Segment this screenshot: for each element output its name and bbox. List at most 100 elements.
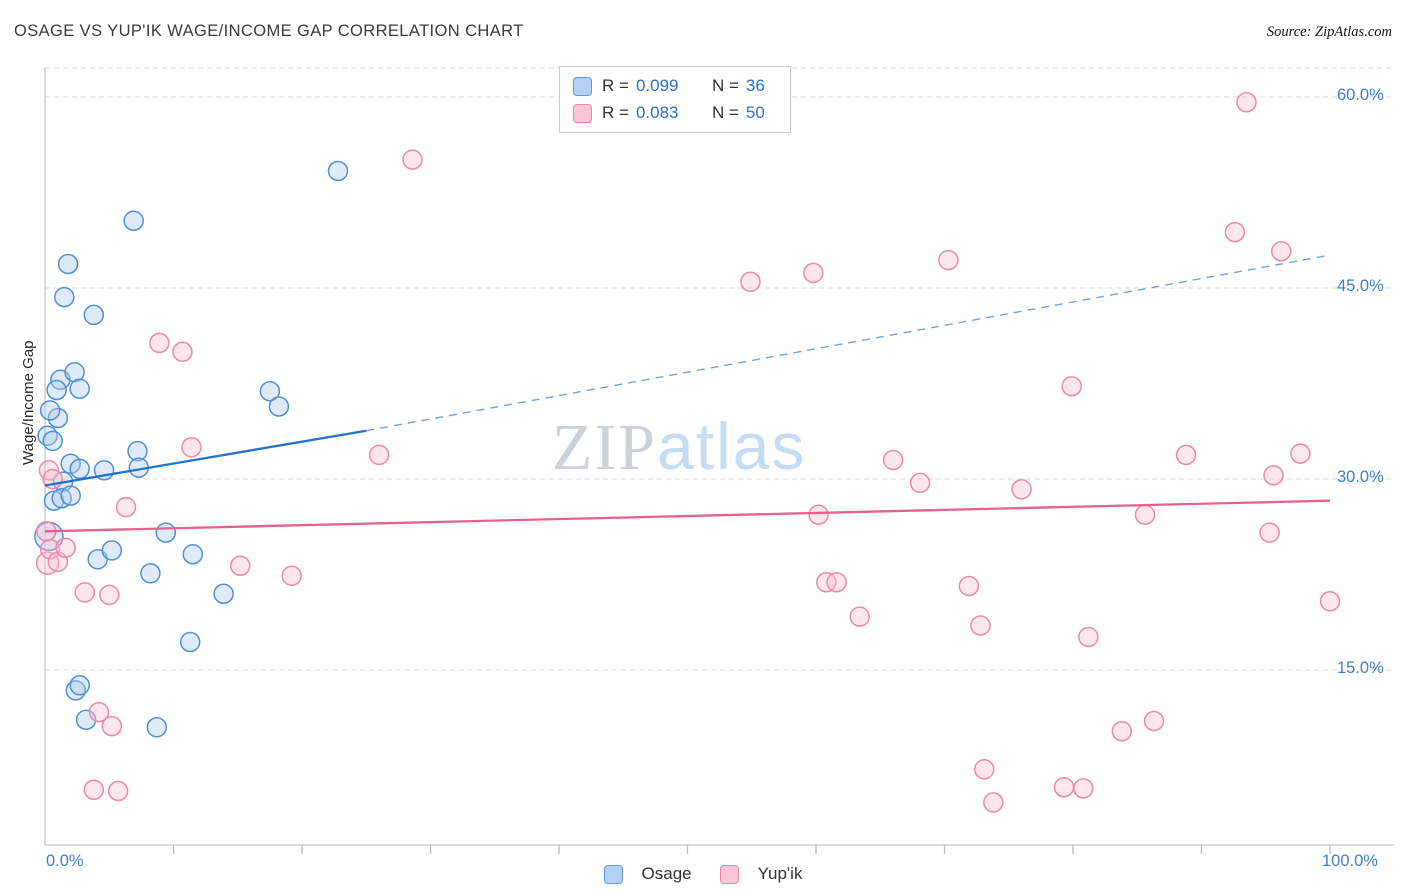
data-point-osage — [101, 540, 123, 561]
data-point-yupik — [1259, 522, 1280, 543]
data-point-yupik — [149, 332, 170, 354]
data-point-osage — [127, 440, 148, 462]
data-point-osage — [60, 485, 81, 506]
data-point-yupik — [88, 701, 110, 723]
yupik-swatch — [573, 103, 592, 123]
chart-title: OSAGE VS YUP'IK WAGE/INCOME GAP CORRELAT… — [14, 22, 524, 40]
data-point-yupik — [55, 537, 76, 559]
data-point-yupik — [740, 271, 761, 293]
data-point-osage — [213, 583, 234, 604]
data-point-yupik — [1134, 504, 1156, 525]
data-point-yupik — [816, 571, 837, 593]
osage-legend-swatch — [603, 864, 623, 884]
data-point-osage — [69, 675, 90, 696]
osage-legend-label: Osage — [641, 864, 692, 883]
trend-line-yupik-solid — [44, 499, 1331, 533]
data-point-yupik — [172, 341, 193, 363]
data-point-osage — [75, 709, 97, 730]
data-point-osage — [327, 160, 349, 182]
y-tick-15: 15.0% — [1337, 659, 1384, 677]
data-point-osage — [182, 543, 204, 565]
yupik-n-value: 50 — [745, 103, 765, 122]
data-point-osage — [69, 458, 90, 480]
yupik-legend-label: Yup'ik — [757, 864, 803, 883]
data-point-osage — [259, 381, 281, 402]
data-point-yupik — [974, 759, 995, 780]
source-attribution: Source: ZipAtlas.com — [1266, 24, 1392, 40]
y-tick-45: 45.0% — [1337, 277, 1384, 295]
data-point-osage — [268, 396, 290, 417]
data-point-yupik — [1175, 444, 1197, 466]
correlation-legend: R = 0.099 N = 36 R = 0.083 N = 50 — [559, 66, 791, 133]
legend-row-yupik: R = 0.083 N = 50 — [573, 103, 776, 123]
x-tick-marks — [172, 845, 1331, 854]
data-points-layer — [34, 92, 1341, 813]
data-point-osage — [179, 631, 201, 653]
data-point-yupik — [808, 504, 829, 525]
data-point-yupik — [1053, 776, 1075, 798]
data-point-yupik — [181, 437, 202, 458]
data-point-osage — [123, 210, 144, 231]
legend-row-osage: R = 0.099 N = 36 — [573, 76, 776, 96]
data-point-osage — [46, 379, 67, 401]
data-point-yupik — [849, 606, 870, 627]
trend-lines-layer — [44, 254, 1331, 533]
osage-r-value: 0.099 — [635, 76, 679, 95]
data-point-yupik — [1073, 778, 1094, 799]
x-tick-100: 100.0% — [1322, 852, 1378, 870]
data-point-yupik — [1078, 626, 1099, 648]
data-point-osage — [47, 407, 69, 429]
x-tick-0: 0.0% — [46, 852, 84, 870]
data-point-yupik — [909, 472, 931, 494]
bottom-legend: Osage Yup'ik — [0, 864, 1406, 884]
data-point-yupik — [958, 575, 980, 597]
data-point-osage — [42, 430, 63, 452]
data-point-yupik — [281, 565, 302, 587]
data-point-yupik — [970, 615, 991, 636]
data-point-yupik — [107, 780, 129, 802]
data-point-yupik — [74, 582, 96, 603]
data-point-osage — [83, 304, 105, 326]
data-point-yupik — [1270, 240, 1292, 262]
gridlines — [45, 67, 1394, 671]
data-point-yupik — [1319, 591, 1341, 612]
data-point-yupik — [1011, 479, 1032, 500]
osage-swatch — [573, 76, 592, 96]
trend-line-osage-dashed — [366, 254, 1331, 432]
y-tick-30: 30.0% — [1337, 468, 1384, 486]
data-point-yupik — [1143, 710, 1165, 732]
data-point-osage — [140, 563, 161, 584]
y-tick-60: 60.0% — [1337, 86, 1384, 104]
data-point-yupik — [368, 444, 390, 466]
data-point-yupik — [803, 262, 824, 284]
data-point-osage — [39, 400, 61, 421]
data-point-yupik — [101, 715, 123, 737]
axis-lines — [44, 68, 1394, 846]
osage-r-label: R = — [602, 76, 629, 95]
data-point-yupik — [826, 571, 847, 593]
data-point-osage — [54, 286, 75, 308]
osage-n-label: N = — [711, 76, 739, 95]
data-point-yupik — [402, 149, 423, 170]
yupik-r-label: R = — [602, 103, 629, 122]
data-point-yupik — [882, 449, 904, 471]
bottom-legend-osage: Osage — [603, 864, 692, 884]
osage-n-value: 36 — [745, 76, 765, 95]
data-point-osage — [57, 253, 79, 275]
data-point-yupik — [1111, 720, 1133, 742]
data-point-yupik — [1263, 465, 1284, 486]
data-point-yupik — [983, 792, 1004, 813]
data-point-yupik — [1061, 375, 1082, 397]
yupik-legend-swatch — [719, 864, 739, 884]
data-point-yupik — [99, 584, 120, 606]
yupik-r-value: 0.083 — [635, 103, 679, 122]
data-point-osage — [146, 717, 168, 738]
data-point-osage — [155, 522, 177, 543]
bottom-legend-yupik: Yup'ik — [719, 864, 803, 884]
data-point-yupik — [115, 496, 137, 518]
yupik-n-label: N = — [711, 103, 739, 122]
data-point-yupik — [938, 249, 959, 271]
data-point-yupik — [83, 779, 105, 800]
data-point-yupik — [230, 555, 251, 576]
